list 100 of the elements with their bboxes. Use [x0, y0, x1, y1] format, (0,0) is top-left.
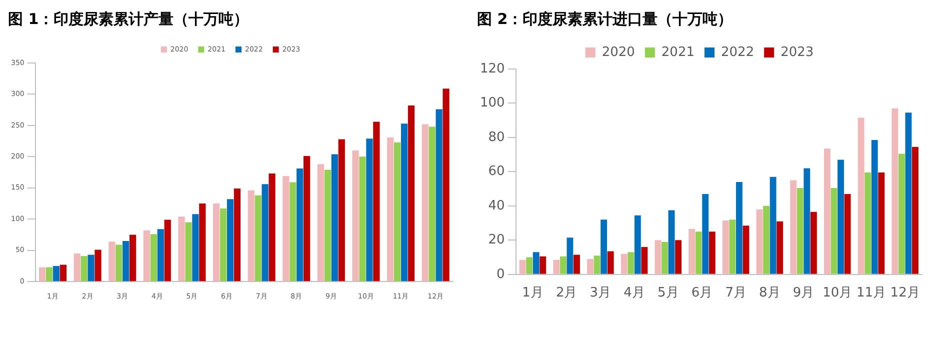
- x-tick-label: 12月: [890, 286, 920, 301]
- chart-title: 图 1：印度尿素累计产量（十万吨）: [8, 9, 250, 30]
- bar: [108, 242, 116, 282]
- x-tick-label: 3月: [590, 286, 612, 301]
- y-tick-label: 40: [488, 198, 505, 214]
- y-tick-label: 120: [480, 61, 505, 76]
- bar: [810, 212, 817, 274]
- bar: [607, 251, 614, 274]
- bar: [157, 229, 164, 282]
- bar: [540, 256, 546, 274]
- bar: [324, 170, 332, 282]
- x-tick-label: 9月: [792, 286, 814, 301]
- bar: [192, 214, 199, 282]
- bar: [220, 208, 227, 282]
- bar: [756, 209, 763, 274]
- bar: [736, 182, 742, 274]
- bar: [366, 138, 373, 282]
- bar: [668, 210, 675, 274]
- bar: [770, 176, 776, 274]
- bar: [373, 122, 380, 282]
- bar: [213, 204, 220, 282]
- bar: [688, 229, 696, 274]
- bar: [871, 140, 878, 274]
- bar: [150, 234, 157, 282]
- bar: [331, 154, 338, 282]
- bar: [905, 112, 912, 274]
- bar: [226, 199, 234, 282]
- bar: [844, 194, 851, 274]
- legend-label: 2021: [661, 44, 695, 60]
- bar: [442, 88, 450, 282]
- bar: [804, 168, 810, 274]
- bar: [594, 256, 600, 274]
- bar: [878, 172, 885, 274]
- bar: [248, 190, 254, 282]
- bar: [234, 188, 241, 282]
- y-tick-label: 100: [480, 96, 505, 111]
- bar: [408, 105, 415, 282]
- y-tick-label: 60: [488, 164, 505, 180]
- bar: [553, 260, 560, 274]
- legend-label: 2023: [780, 44, 814, 60]
- bar: [708, 232, 716, 274]
- bar: [912, 146, 918, 274]
- bar: [199, 204, 206, 282]
- y-tick-label: 80: [488, 130, 505, 145]
- bar: [254, 195, 262, 282]
- x-tick-label: 4月: [624, 286, 645, 301]
- x-tick-label: 1月: [522, 286, 544, 301]
- y-tick-label: 0: [496, 266, 505, 282]
- bar: [838, 160, 844, 274]
- bar: [262, 184, 268, 282]
- bar: [776, 221, 784, 274]
- bar: [763, 206, 770, 274]
- bar: [122, 241, 130, 282]
- y-tick-label: 20: [488, 232, 505, 248]
- bar: [52, 266, 60, 282]
- bar: [796, 188, 804, 274]
- bar: [662, 242, 668, 274]
- x-tick-label: 7月: [725, 286, 746, 301]
- bar: [282, 176, 290, 282]
- bar: [400, 124, 408, 282]
- bar: [422, 124, 428, 282]
- bar: [830, 188, 838, 274]
- bar: [130, 234, 136, 282]
- x-tick-label: 8月: [759, 286, 780, 301]
- bar: [304, 156, 310, 282]
- bar: [519, 260, 526, 274]
- legend-label: 2022: [721, 44, 754, 60]
- legend-label: 2020: [602, 44, 635, 60]
- bar: [74, 253, 80, 282]
- x-tick-label: 2月: [556, 286, 578, 301]
- bar: [46, 267, 53, 282]
- bar: [695, 232, 702, 274]
- bar: [634, 215, 641, 274]
- bar: [60, 264, 67, 282]
- bar: [702, 194, 709, 274]
- bar: [858, 118, 864, 274]
- x-tick-label: 11月: [856, 286, 886, 301]
- bar: [80, 256, 88, 282]
- bar: [268, 174, 276, 282]
- bar: [428, 126, 436, 282]
- bar: [600, 220, 608, 274]
- bar: [790, 180, 797, 274]
- bar: [824, 148, 830, 274]
- bar: [296, 168, 304, 282]
- bar: [628, 252, 634, 274]
- bar: [892, 108, 898, 274]
- x-tick-label: 5月: [657, 286, 679, 301]
- bar: [338, 139, 345, 282]
- bar: [290, 182, 296, 282]
- bar: [359, 156, 366, 282]
- bar: [352, 150, 359, 282]
- bar: [387, 137, 394, 282]
- bar: [560, 256, 566, 274]
- bar: [39, 267, 46, 282]
- bar: [394, 142, 401, 282]
- bar: [143, 230, 150, 282]
- bar: [675, 240, 682, 274]
- bar: [532, 252, 540, 274]
- bar: [94, 250, 102, 282]
- bar: [864, 172, 872, 274]
